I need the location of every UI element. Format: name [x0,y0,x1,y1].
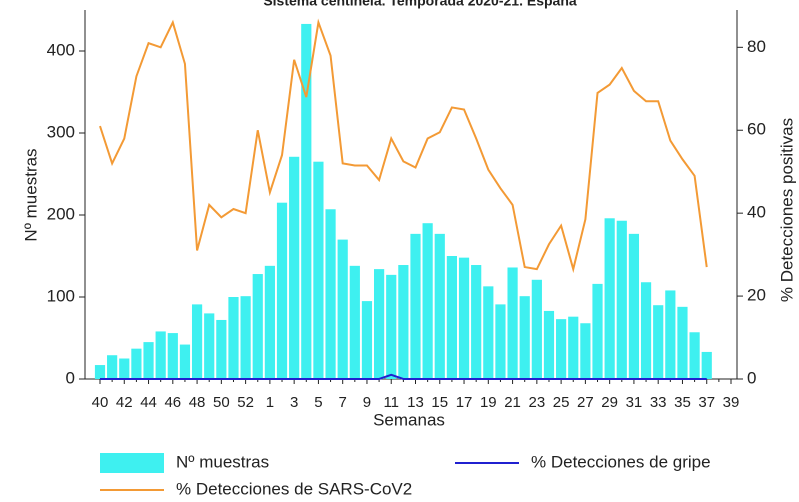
bar [191,304,203,379]
bar [592,283,603,379]
bar [665,290,676,379]
x-tick-label: 44 [140,394,157,411]
y2-tick-label: 60 [747,120,766,139]
bar [301,23,312,379]
legend-swatch [100,453,164,473]
x-tick-label: 19 [480,394,497,411]
x-tick-label: 29 [601,394,618,411]
bar [616,220,627,379]
bar [568,316,579,379]
bar [628,233,640,379]
bar [386,274,397,379]
bar [689,332,700,379]
x-tick-label: 25 [553,394,570,411]
x-tick-label: 46 [164,394,181,411]
bar [107,355,118,379]
bar [313,161,324,379]
line [99,18,708,274]
bar [337,239,348,379]
y-tick-label: 100 [47,286,75,305]
bar [580,323,591,379]
x-tick-label: 50 [213,394,230,411]
x-tick-label: 42 [116,394,133,411]
bar [677,306,688,379]
x-tick-label: 27 [577,394,594,411]
x-tick-label: 31 [626,394,643,411]
x-tick-label: 1 [266,394,274,411]
bar [240,296,251,379]
x-tick-label: 35 [674,394,691,411]
y2-tick-label: 20 [747,286,766,305]
x-tick-label: 3 [290,394,298,411]
y2-tick-label: 0 [747,368,756,387]
bar [228,297,239,379]
legend-label: % Detecciones de SARS-CoV2 [176,479,412,498]
y2-axis-label: % Detecciones positivas [777,118,796,302]
bar [179,344,191,379]
bar [640,282,652,379]
x-tick-label: 37 [698,394,715,411]
bar [289,156,300,379]
x-tick-label: 23 [529,394,546,411]
bar [422,223,433,379]
bar [216,319,227,379]
bar [458,257,470,379]
bar [471,265,482,379]
bar [361,301,373,379]
x-tick-label: 17 [456,394,473,411]
x-tick-label: 48 [189,394,206,411]
bar [252,274,263,379]
bar [94,365,106,379]
bar [349,265,360,379]
bar [119,358,130,379]
chart-title: Sistema centinela. Temporada 2020-21. Es… [263,0,577,9]
bar [701,351,712,379]
x-tick-label: 9 [363,394,371,411]
bar [373,269,385,379]
bar [519,296,530,379]
y-tick-label: 0 [66,368,75,387]
x-tick-label: 21 [504,394,521,411]
bar [325,209,336,379]
bar [483,286,494,379]
bar [276,202,288,379]
legend-label: Nº muestras [176,452,269,471]
x-tick-label: 5 [314,394,322,411]
bar [604,218,615,379]
bar [543,310,555,379]
y-tick-label: 200 [47,204,75,223]
x-tick-label: 15 [431,394,448,411]
x-tick-label: 33 [650,394,667,411]
bar [410,233,421,379]
bar [531,279,542,379]
x-tick-label: 39 [723,394,740,411]
x-tick-label: 40 [92,394,109,411]
x-tick-label: 52 [237,394,254,411]
y-axis-label: Nº muestras [21,148,40,241]
y-tick-label: 300 [47,122,75,141]
bar [398,265,409,379]
bar [167,333,178,379]
bar [131,348,142,379]
bar [446,256,458,379]
y-tick-label: 400 [47,40,75,59]
y2-tick-label: 40 [747,203,766,222]
line [100,373,707,380]
bar [556,319,567,379]
bar [495,304,506,379]
x-tick-label: 11 [383,394,399,411]
bar [204,313,215,379]
legend-label: % Detecciones de gripe [531,452,711,471]
x-tick-label: 7 [339,394,347,411]
bar [264,265,275,379]
x-axis-label: Semanas [373,410,445,429]
y2-tick-label: 80 [747,37,766,56]
bar [143,342,154,379]
bar [155,331,166,379]
bar [507,267,518,379]
bar [653,305,664,379]
x-tick-label: 13 [407,394,424,411]
bar [434,233,445,379]
